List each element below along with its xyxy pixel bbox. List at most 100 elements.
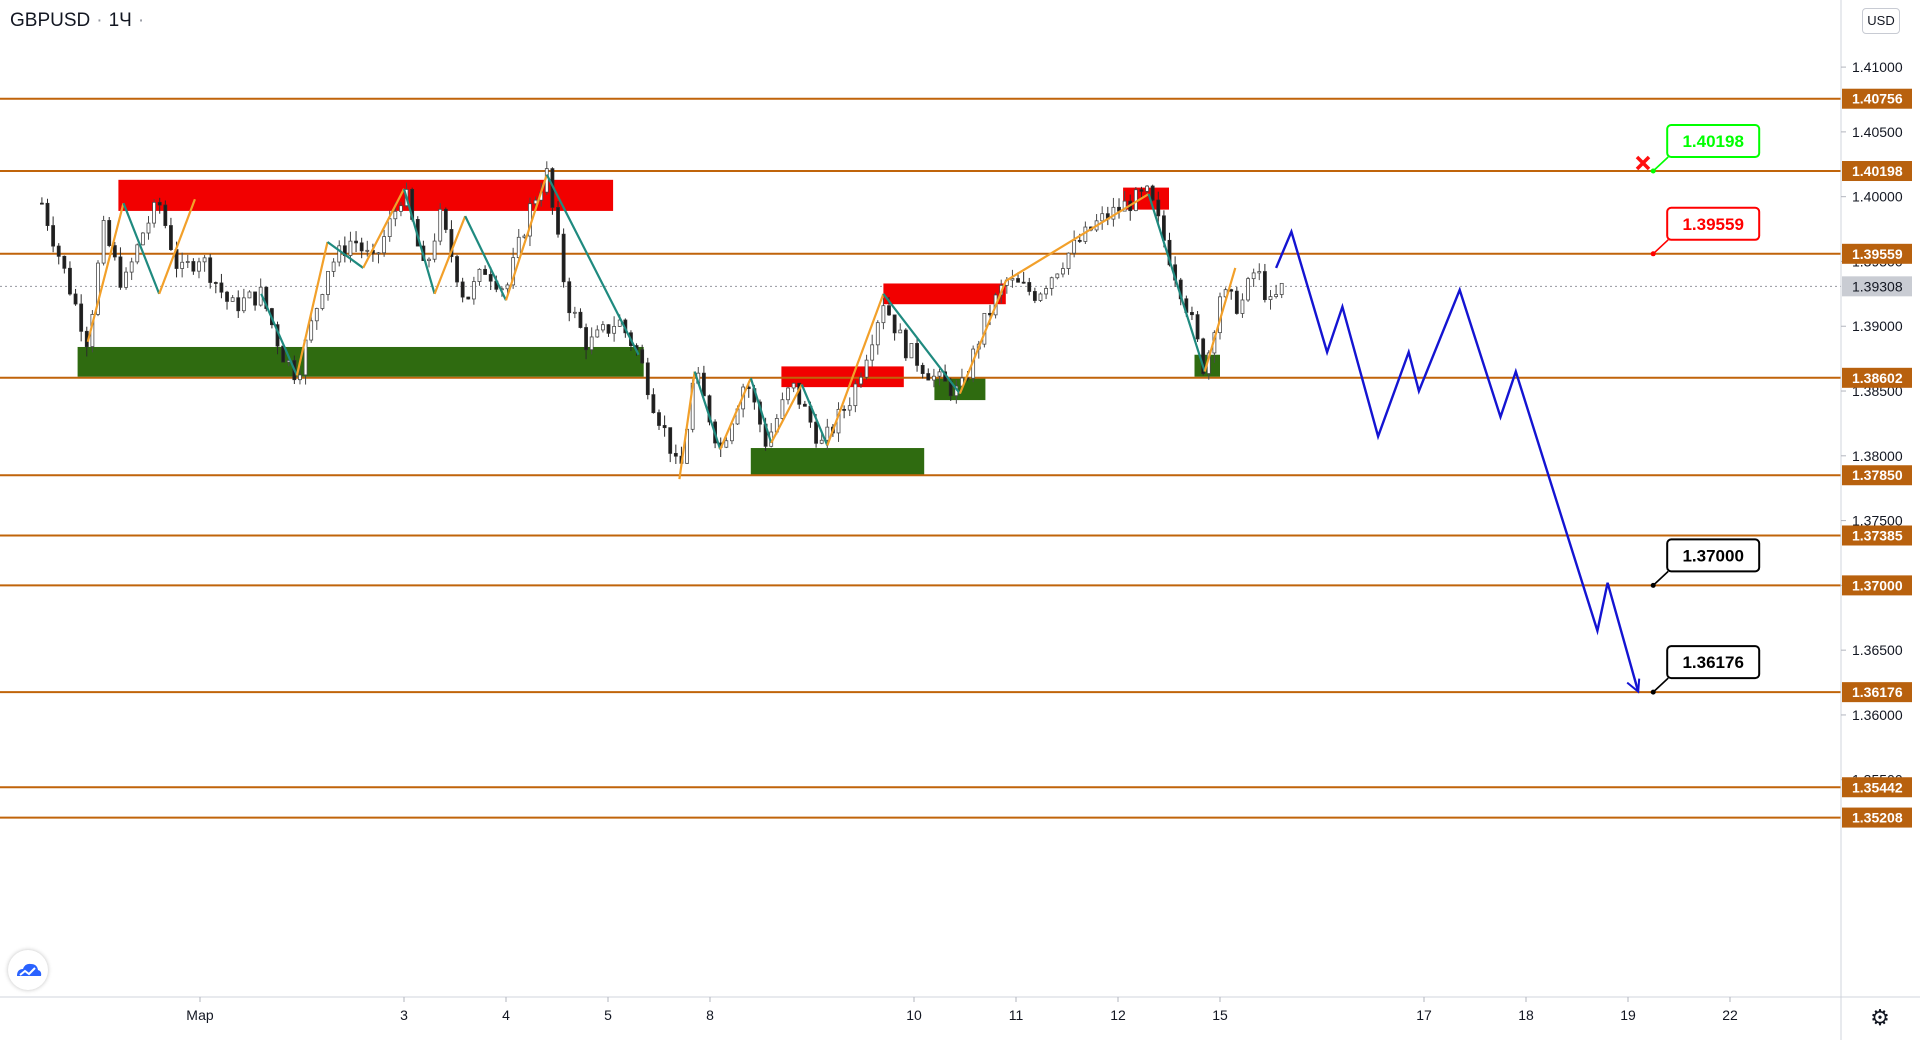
price-tick-label: 1.40500 [1852, 124, 1903, 140]
candle-body [146, 222, 151, 234]
candle-body [825, 426, 830, 441]
demand-zone[interactable] [934, 378, 986, 401]
zigzag-down-segment[interactable] [260, 293, 298, 376]
time-tick-label: 18 [1518, 1007, 1534, 1023]
candle-body [225, 291, 229, 302]
level-price-badge [1842, 161, 1912, 182]
cloud-icon [17, 963, 42, 976]
candle-body [438, 208, 443, 242]
zigzag-up-segment[interactable] [86, 202, 125, 343]
callout-label: 1.36176 [1682, 653, 1743, 672]
candle-body [915, 343, 919, 366]
time-tick-label: Мар [186, 1007, 214, 1023]
candle-body [477, 268, 482, 282]
candle-body [62, 255, 67, 269]
time-tick-label: 11 [1009, 1007, 1024, 1023]
candle-body [887, 305, 891, 316]
candle-body [264, 286, 269, 309]
candle-body [1139, 189, 1144, 192]
candle-body [937, 371, 942, 377]
time-tick-label: 10 [906, 1007, 922, 1023]
candle-body [471, 281, 476, 300]
zigzag-up-segment[interactable] [958, 280, 1007, 395]
zigzag-down-segment[interactable] [749, 377, 773, 444]
candle-body [802, 403, 807, 407]
zigzag-up-segment[interactable] [678, 371, 696, 480]
callout-box [1666, 206, 1761, 241]
zigzag-up-segment[interactable] [719, 377, 752, 450]
candle-body [135, 244, 140, 263]
supply-zone[interactable] [883, 283, 1006, 305]
zigzag-up-segment[interactable] [504, 174, 548, 301]
candle-body [903, 329, 908, 359]
candle-body [780, 399, 785, 419]
price-callout[interactable]: 1.36176 [1650, 645, 1761, 695]
zigzag-down-segment[interactable] [693, 371, 722, 450]
zigzag-layer [86, 174, 1237, 480]
candle-body [1032, 291, 1037, 301]
zigzag-up-segment[interactable] [158, 198, 196, 295]
level-price-label: 1.35442 [1852, 779, 1903, 795]
candle-body [230, 297, 235, 302]
candle-body [651, 394, 656, 414]
candle-body [1268, 296, 1273, 300]
callout-label: 1.39559 [1682, 215, 1743, 234]
price-callout[interactable]: 1.40198 [1650, 124, 1761, 174]
zigzag-up-segment[interactable] [433, 215, 467, 295]
zigzag-down-segment[interactable] [800, 384, 829, 446]
candle-body [584, 327, 588, 351]
level-price-label: 1.39559 [1852, 246, 1903, 262]
projection-path[interactable] [1274, 228, 1640, 692]
zigzag-up-segment[interactable] [362, 188, 405, 269]
candle-body [920, 364, 925, 374]
zigzag-down-segment[interactable] [326, 241, 364, 269]
zigzag-down-segment[interactable] [1147, 193, 1206, 372]
demand-zone[interactable] [77, 346, 644, 377]
candle-body [1016, 278, 1020, 283]
zigzag-down-segment[interactable] [402, 188, 436, 295]
candle-body [253, 291, 257, 306]
gear-icon[interactable]: ⚙ [1870, 1005, 1890, 1030]
candle-body [314, 308, 319, 322]
zigzag-up-segment[interactable] [1203, 267, 1237, 372]
candle-body [331, 261, 336, 272]
candle-body [348, 240, 353, 256]
level-price-label: 1.35208 [1852, 810, 1903, 826]
candle-body [1072, 239, 1077, 254]
interval-label[interactable]: 1Ч [108, 10, 132, 31]
price-callout[interactable]: 1.37000 [1650, 538, 1761, 588]
candle-body [247, 291, 252, 299]
demand-zone[interactable] [750, 448, 925, 476]
candle-body [1055, 273, 1060, 279]
callout-pointer [1652, 156, 1669, 172]
price-callout[interactable]: 1.39559 [1650, 206, 1761, 257]
level-price-badge [1842, 682, 1912, 703]
candle-body [359, 242, 364, 252]
candle-body [51, 225, 56, 247]
zigzag-down-segment[interactable] [464, 215, 507, 301]
candle-body [157, 201, 162, 206]
zigzag-down-segment[interactable] [882, 293, 961, 395]
candle-body [129, 261, 134, 273]
supply-zone[interactable] [781, 366, 904, 388]
currency-button[interactable]: USD [1862, 8, 1900, 34]
symbol-name[interactable]: GBPUSD [10, 10, 91, 31]
zigzag-up-segment[interactable] [826, 293, 885, 446]
zigzag-up-segment[interactable] [295, 241, 329, 376]
price-tick-label: 1.37500 [1852, 513, 1903, 529]
x-mark-stroke [1635, 155, 1651, 171]
zigzag-up-segment[interactable] [1005, 193, 1150, 282]
candle-body [853, 383, 858, 407]
symbol-header[interactable]: GBPUSD · 1Ч · [10, 10, 150, 32]
candle-body [859, 376, 863, 385]
candle-body [152, 201, 157, 224]
candle-body [197, 261, 201, 272]
projection-layer [1274, 228, 1641, 694]
candle-body [180, 261, 185, 269]
zigzag-up-segment[interactable] [770, 384, 803, 444]
zigzag-down-segment[interactable] [122, 202, 161, 295]
candle-body [1150, 185, 1155, 201]
tradingview-logo-icon[interactable] [8, 950, 48, 990]
zigzag-down-segment[interactable] [545, 174, 640, 356]
